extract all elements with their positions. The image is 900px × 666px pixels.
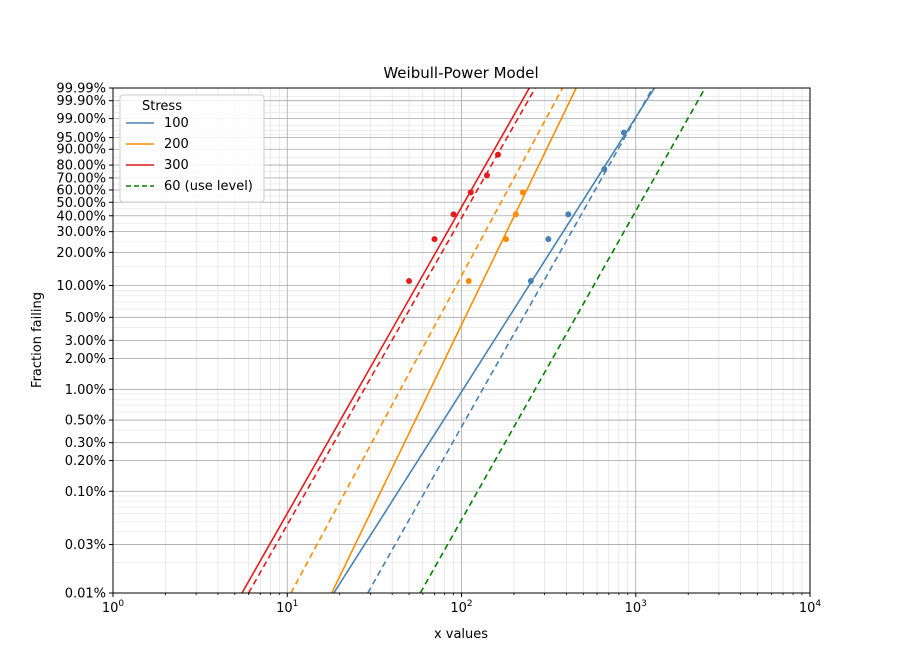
y-tick-label: 0.30% [65, 436, 106, 451]
y-tick-label: 1.00% [65, 383, 106, 398]
data-point-300 [406, 278, 413, 285]
model-line-200 [290, 88, 564, 593]
data-point-200 [519, 189, 526, 196]
data-point-200 [502, 236, 509, 243]
data-point-100 [527, 278, 534, 285]
y-tick-label: 0.50% [65, 414, 106, 429]
legend-title: Stress [142, 99, 182, 114]
y-tick-label: 10.00% [56, 279, 106, 294]
legend-label: 60 (use level) [164, 179, 253, 194]
y-tick-label: 0.20% [65, 454, 106, 469]
y-tick-label: 3.00% [65, 334, 106, 349]
data-point-200 [465, 278, 472, 285]
y-tick-label: 90.00% [56, 143, 106, 158]
legend-label: 200 [164, 137, 189, 152]
fit-line-100 [333, 88, 656, 593]
x-tick-label: 100 [102, 599, 125, 616]
y-tick-label: 2.00% [65, 352, 106, 367]
legend-label: 100 [164, 116, 189, 131]
model-line-300 [247, 88, 536, 593]
axis-ticks: 100 101 102 103 104 0.01% 0.03% 0.10% 0.20% 0.30%… [56, 82, 821, 617]
fit-line-200 [331, 88, 577, 593]
y-tick-label: 20.00% [56, 246, 106, 261]
data-point-300 [495, 151, 502, 158]
x-axis-title: x values [434, 627, 488, 642]
y-tick-label: 60.00% [56, 183, 106, 198]
y-axis-title: Fraction failing [30, 292, 45, 388]
y-tick-label: 30.00% [56, 225, 106, 240]
x-tick-label: 101 [276, 599, 298, 616]
model-line-60-use-level [419, 88, 706, 593]
data-point-300 [467, 189, 474, 196]
chart-title: Weibull-Power Model [383, 64, 538, 82]
data-point-100 [620, 129, 627, 136]
y-tick-label: 70.00% [56, 171, 106, 186]
y-tick-label: 99.00% [56, 112, 106, 127]
x-tick-label: 104 [799, 599, 822, 616]
series-lines [241, 88, 706, 593]
data-point-100 [545, 236, 552, 243]
x-tick-label: 102 [450, 599, 472, 616]
data-point-100 [565, 211, 572, 218]
data-point-100 [601, 166, 608, 173]
y-tick-label: 80.00% [56, 159, 106, 174]
y-tick-label: 40.00% [56, 209, 106, 224]
data-point-300 [431, 236, 438, 243]
y-tick-label: 5.00% [65, 311, 106, 326]
y-tick-label: 50.00% [56, 196, 106, 211]
x-tick-label: 103 [625, 599, 647, 616]
data-point-200 [512, 211, 519, 218]
legend-box [119, 94, 265, 203]
y-tick-label: 0.01% [65, 587, 106, 602]
model-line-100 [367, 88, 654, 593]
data-point-300 [483, 172, 490, 179]
legend-label: 300 [164, 158, 189, 173]
data-point-300 [450, 211, 457, 218]
y-tick-label: 0.10% [65, 485, 106, 500]
legend: Stress 100 200 300 60 (use level) [119, 94, 265, 203]
y-tick-label: 0.03% [65, 538, 106, 553]
fit-line-300 [241, 88, 531, 593]
y-tick-label: 99.99% [56, 82, 106, 97]
y-tick-label: 95.00% [56, 131, 106, 146]
y-tick-label: 99.90% [56, 94, 106, 109]
series-points [406, 129, 627, 285]
